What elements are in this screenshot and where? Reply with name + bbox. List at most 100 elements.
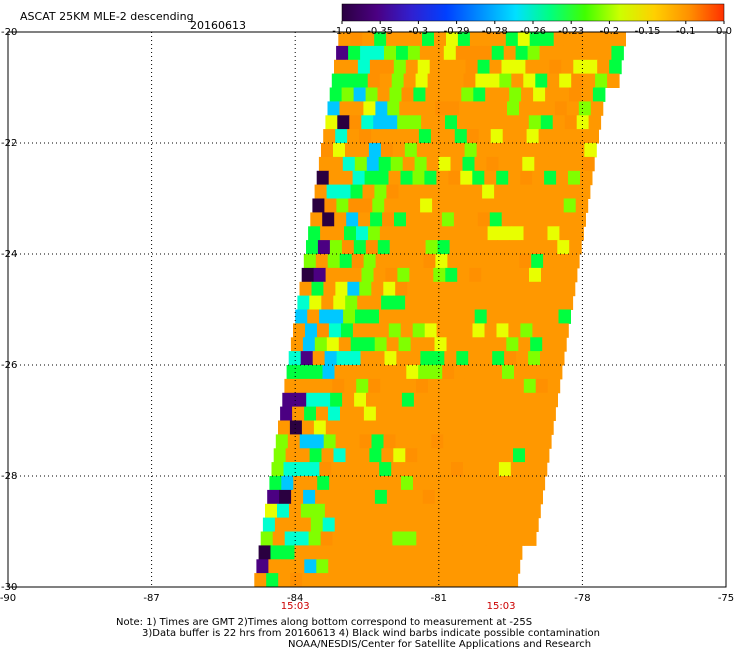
swath-cell <box>359 281 372 297</box>
swath-cell <box>287 434 301 449</box>
swath-cell <box>521 87 534 102</box>
swath-cell <box>364 170 378 186</box>
swath-cell <box>526 129 540 144</box>
swath-cell <box>323 434 337 449</box>
swath-cell <box>585 59 598 75</box>
swath-cell <box>444 503 457 519</box>
swath-cell <box>290 337 304 352</box>
swath-cell <box>407 129 420 144</box>
swath-cell <box>590 101 604 116</box>
swath-cell <box>369 59 383 75</box>
swath-cell <box>262 517 276 532</box>
swath-cell <box>547 226 560 241</box>
swath-cell <box>530 337 543 352</box>
swath-cell <box>533 392 547 408</box>
swath-cell <box>439 73 452 88</box>
swath-cell <box>471 101 484 116</box>
swath-cell <box>446 184 459 199</box>
swath-cell <box>501 59 514 75</box>
swath-cell <box>525 365 539 380</box>
swath-cell <box>597 59 610 75</box>
swath-cell <box>336 503 350 519</box>
swath-cell <box>488 531 501 546</box>
swath-cell <box>483 101 496 116</box>
swath-cell <box>457 267 470 283</box>
swath-cell <box>380 531 393 546</box>
swath-cell <box>477 59 491 75</box>
swath-cell <box>348 503 362 519</box>
swath-cell <box>409 420 423 435</box>
swath-cell <box>481 267 494 283</box>
swath-cell <box>367 73 381 88</box>
swath-cell <box>311 434 325 449</box>
swath-cell <box>374 337 388 352</box>
swath-cell <box>519 406 532 421</box>
swath-cell <box>458 337 471 352</box>
swath-cell <box>344 378 357 394</box>
swath-cell <box>537 59 550 75</box>
swath-cell <box>487 226 501 241</box>
swath-cell <box>407 281 420 297</box>
swath-cell <box>545 240 558 255</box>
swath-cell <box>568 170 581 186</box>
swath-cell <box>421 267 434 283</box>
swath-cell <box>399 406 413 421</box>
swath-cell <box>313 420 327 435</box>
swath-cell <box>351 254 365 269</box>
swath-cell <box>389 476 402 491</box>
swath-cell <box>398 32 411 47</box>
swath-cell <box>419 45 433 61</box>
swath-cell <box>607 73 620 88</box>
swath-cell <box>355 462 368 477</box>
swath-cell <box>492 503 505 519</box>
swath-cell <box>396 198 409 213</box>
swath-cell <box>354 545 367 560</box>
swath-cell <box>387 254 401 269</box>
swath-cell <box>347 281 360 297</box>
swath-cell <box>422 32 435 47</box>
swath-cell <box>444 198 457 213</box>
swath-cell <box>571 226 584 241</box>
swath-cell <box>396 351 409 366</box>
swath-cell <box>525 448 538 463</box>
swath-cell <box>493 420 506 435</box>
swath-cell <box>558 309 571 324</box>
swath-cell <box>484 170 497 186</box>
swath-cell <box>395 129 408 144</box>
swath-cell <box>414 156 428 172</box>
swath-cell <box>299 281 312 297</box>
swath-cell <box>489 59 502 75</box>
swath-cell <box>396 45 409 61</box>
colorbar-label: -0.28 <box>482 26 508 37</box>
swath-cell <box>362 32 375 47</box>
swath-cell <box>407 45 421 61</box>
swath-cell <box>284 531 298 546</box>
swath-cell <box>462 545 475 560</box>
swath-cell <box>491 281 504 297</box>
swath-cell <box>318 545 331 560</box>
swath-cell <box>392 143 406 158</box>
swath-cell <box>377 476 390 491</box>
swath-cell <box>512 531 525 546</box>
swath-cell <box>521 392 535 408</box>
swath-cell <box>399 101 412 116</box>
swath-cell <box>518 489 531 505</box>
swath-cell <box>487 73 500 88</box>
swath-cell <box>538 281 552 297</box>
swath-cell <box>397 267 410 283</box>
swath-cell <box>323 129 336 144</box>
swath-cell <box>493 573 507 588</box>
swath-cell <box>508 323 521 338</box>
swath-cell <box>400 170 413 186</box>
colorbar-label: -1.0 <box>332 26 352 37</box>
swath-cell <box>454 517 467 532</box>
swath-cell <box>599 45 612 61</box>
tick-labels: -90 -87 -84 -81 -78 -75 -20 -22 -24 -26 -28 -30 15:0… <box>0 27 734 612</box>
swath-cell <box>574 129 587 144</box>
swath-cell <box>340 170 354 186</box>
swath-cell <box>387 101 400 116</box>
swath-cell <box>340 559 353 574</box>
swath-cell <box>532 323 545 338</box>
colorbar-gradient <box>341 3 725 22</box>
swath-cell <box>294 392 307 408</box>
